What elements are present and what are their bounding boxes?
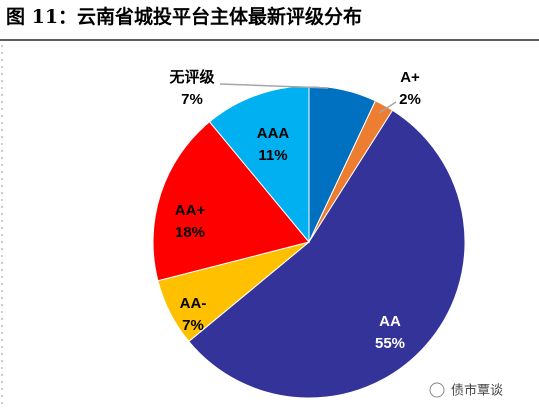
pie-slice [152, 121, 310, 282]
slice-label: AA+ [175, 202, 206, 219]
value-label: 7% [182, 317, 204, 334]
pie-slice [188, 109, 466, 399]
value-label: 55% [375, 335, 405, 352]
watermark-icon [429, 382, 445, 398]
slice-label: AA- [180, 295, 207, 312]
watermark: 债市覃谈 [429, 382, 503, 398]
value-label: 2% [399, 91, 421, 108]
value-label: 11% [258, 147, 287, 164]
leader-line [378, 101, 397, 114]
value-label: 7% [181, 91, 203, 108]
slice-label: A+ [400, 69, 420, 86]
watermark-text: 债市覃谈 [451, 382, 503, 397]
slice-label: AAA [257, 125, 290, 142]
value-label: 18% [175, 224, 205, 241]
pie-slice [208, 85, 310, 244]
leader-line [219, 83, 329, 89]
slice-label: AA [379, 313, 401, 330]
slice-label: 无评级 [168, 68, 215, 86]
chart-title: 图 11：云南省城投平台主体最新评级分布 [6, 5, 362, 28]
